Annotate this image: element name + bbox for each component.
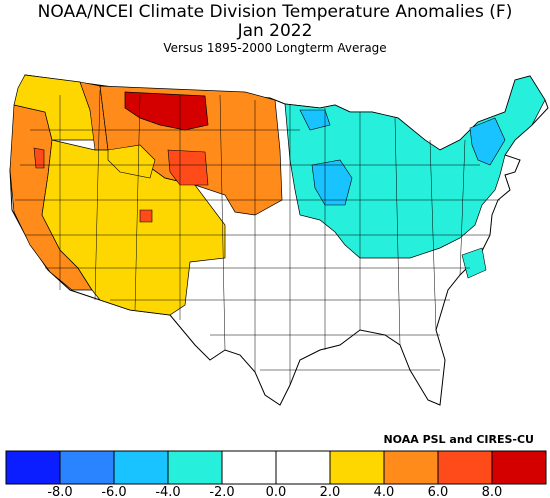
legend-swatch xyxy=(329,450,385,485)
legend-tick-label: 6.0 xyxy=(428,485,449,498)
legend-tick-label: 8.0 xyxy=(482,485,503,498)
region-minnesota-blue xyxy=(299,109,331,131)
region-new-england-blue xyxy=(469,117,506,166)
legend-swatch xyxy=(59,450,115,485)
map-period: Jan 2022 xyxy=(237,21,313,41)
legend-swatch xyxy=(113,450,169,485)
map-subtitle: Versus 1895-2000 Longterm Average xyxy=(163,41,387,55)
legend-tick-label: 2.0 xyxy=(320,485,341,498)
legend-swatch xyxy=(275,450,331,485)
legend-tick-label: -6.0 xyxy=(101,485,126,498)
legend-tick-label: -8.0 xyxy=(47,485,72,498)
region-carolina-coast xyxy=(461,247,487,279)
region-upper-midwest-blue xyxy=(311,159,353,206)
data-credit: NOAA PSL and CIRES-CU xyxy=(383,433,534,446)
legend-swatch xyxy=(383,450,439,485)
region-utah-red xyxy=(139,209,153,223)
legend-swatch xyxy=(437,450,493,485)
legend-tick-label: -4.0 xyxy=(155,485,180,498)
legend-swatch xyxy=(221,450,277,485)
legend-tick-label: 0.0 xyxy=(266,485,287,498)
legend-swatch xyxy=(491,450,547,485)
region-great-lakes-northeast xyxy=(284,75,546,259)
division-lines xyxy=(15,89,500,385)
region-montana-gold xyxy=(107,144,156,179)
legend-tick-label: 4.0 xyxy=(374,485,395,498)
legend-swatch xyxy=(167,450,223,485)
region-montana-red xyxy=(124,91,209,131)
legend-swatch xyxy=(5,450,61,485)
region-wyoming-red xyxy=(167,149,209,186)
map-title: NOAA/NCEI Climate Division Temperature A… xyxy=(37,2,513,22)
region-oregon-red xyxy=(33,147,45,169)
legend-tick-label: -2.0 xyxy=(209,485,234,498)
